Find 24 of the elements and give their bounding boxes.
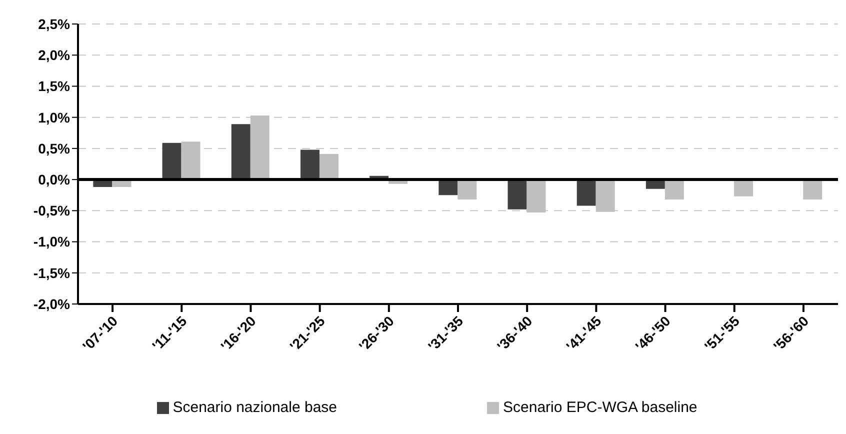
bar: [576, 180, 596, 206]
bar: [181, 142, 200, 180]
y-tick-label: 1,5%: [38, 78, 71, 94]
y-tick-label: 1,0%: [38, 109, 71, 126]
y-tick-label: -1,5%: [33, 264, 71, 281]
y-tick-label: 2,5%: [38, 16, 71, 32]
bar: [734, 180, 754, 196]
bar: [231, 124, 250, 180]
y-tick-label: -0,5%: [33, 202, 71, 219]
legend-label: Scenario nazionale base: [172, 399, 338, 416]
bar: [508, 180, 527, 210]
bar: [458, 180, 477, 200]
y-tick-label: -2,0%: [33, 296, 71, 312]
y-tick-label: 2,0%: [38, 47, 71, 64]
bar: [162, 142, 182, 180]
y-tick-label: 0,0%: [38, 172, 71, 188]
bar: [803, 180, 822, 200]
bar: [319, 154, 338, 180]
bar: [438, 180, 458, 196]
y-tick-label: -1,0%: [33, 234, 71, 250]
bar: [300, 150, 320, 180]
legend-label: Scenario EPC-WGA baseline: [503, 399, 698, 416]
bar: [664, 180, 684, 200]
y-tick-label: 0,5%: [38, 140, 71, 156]
